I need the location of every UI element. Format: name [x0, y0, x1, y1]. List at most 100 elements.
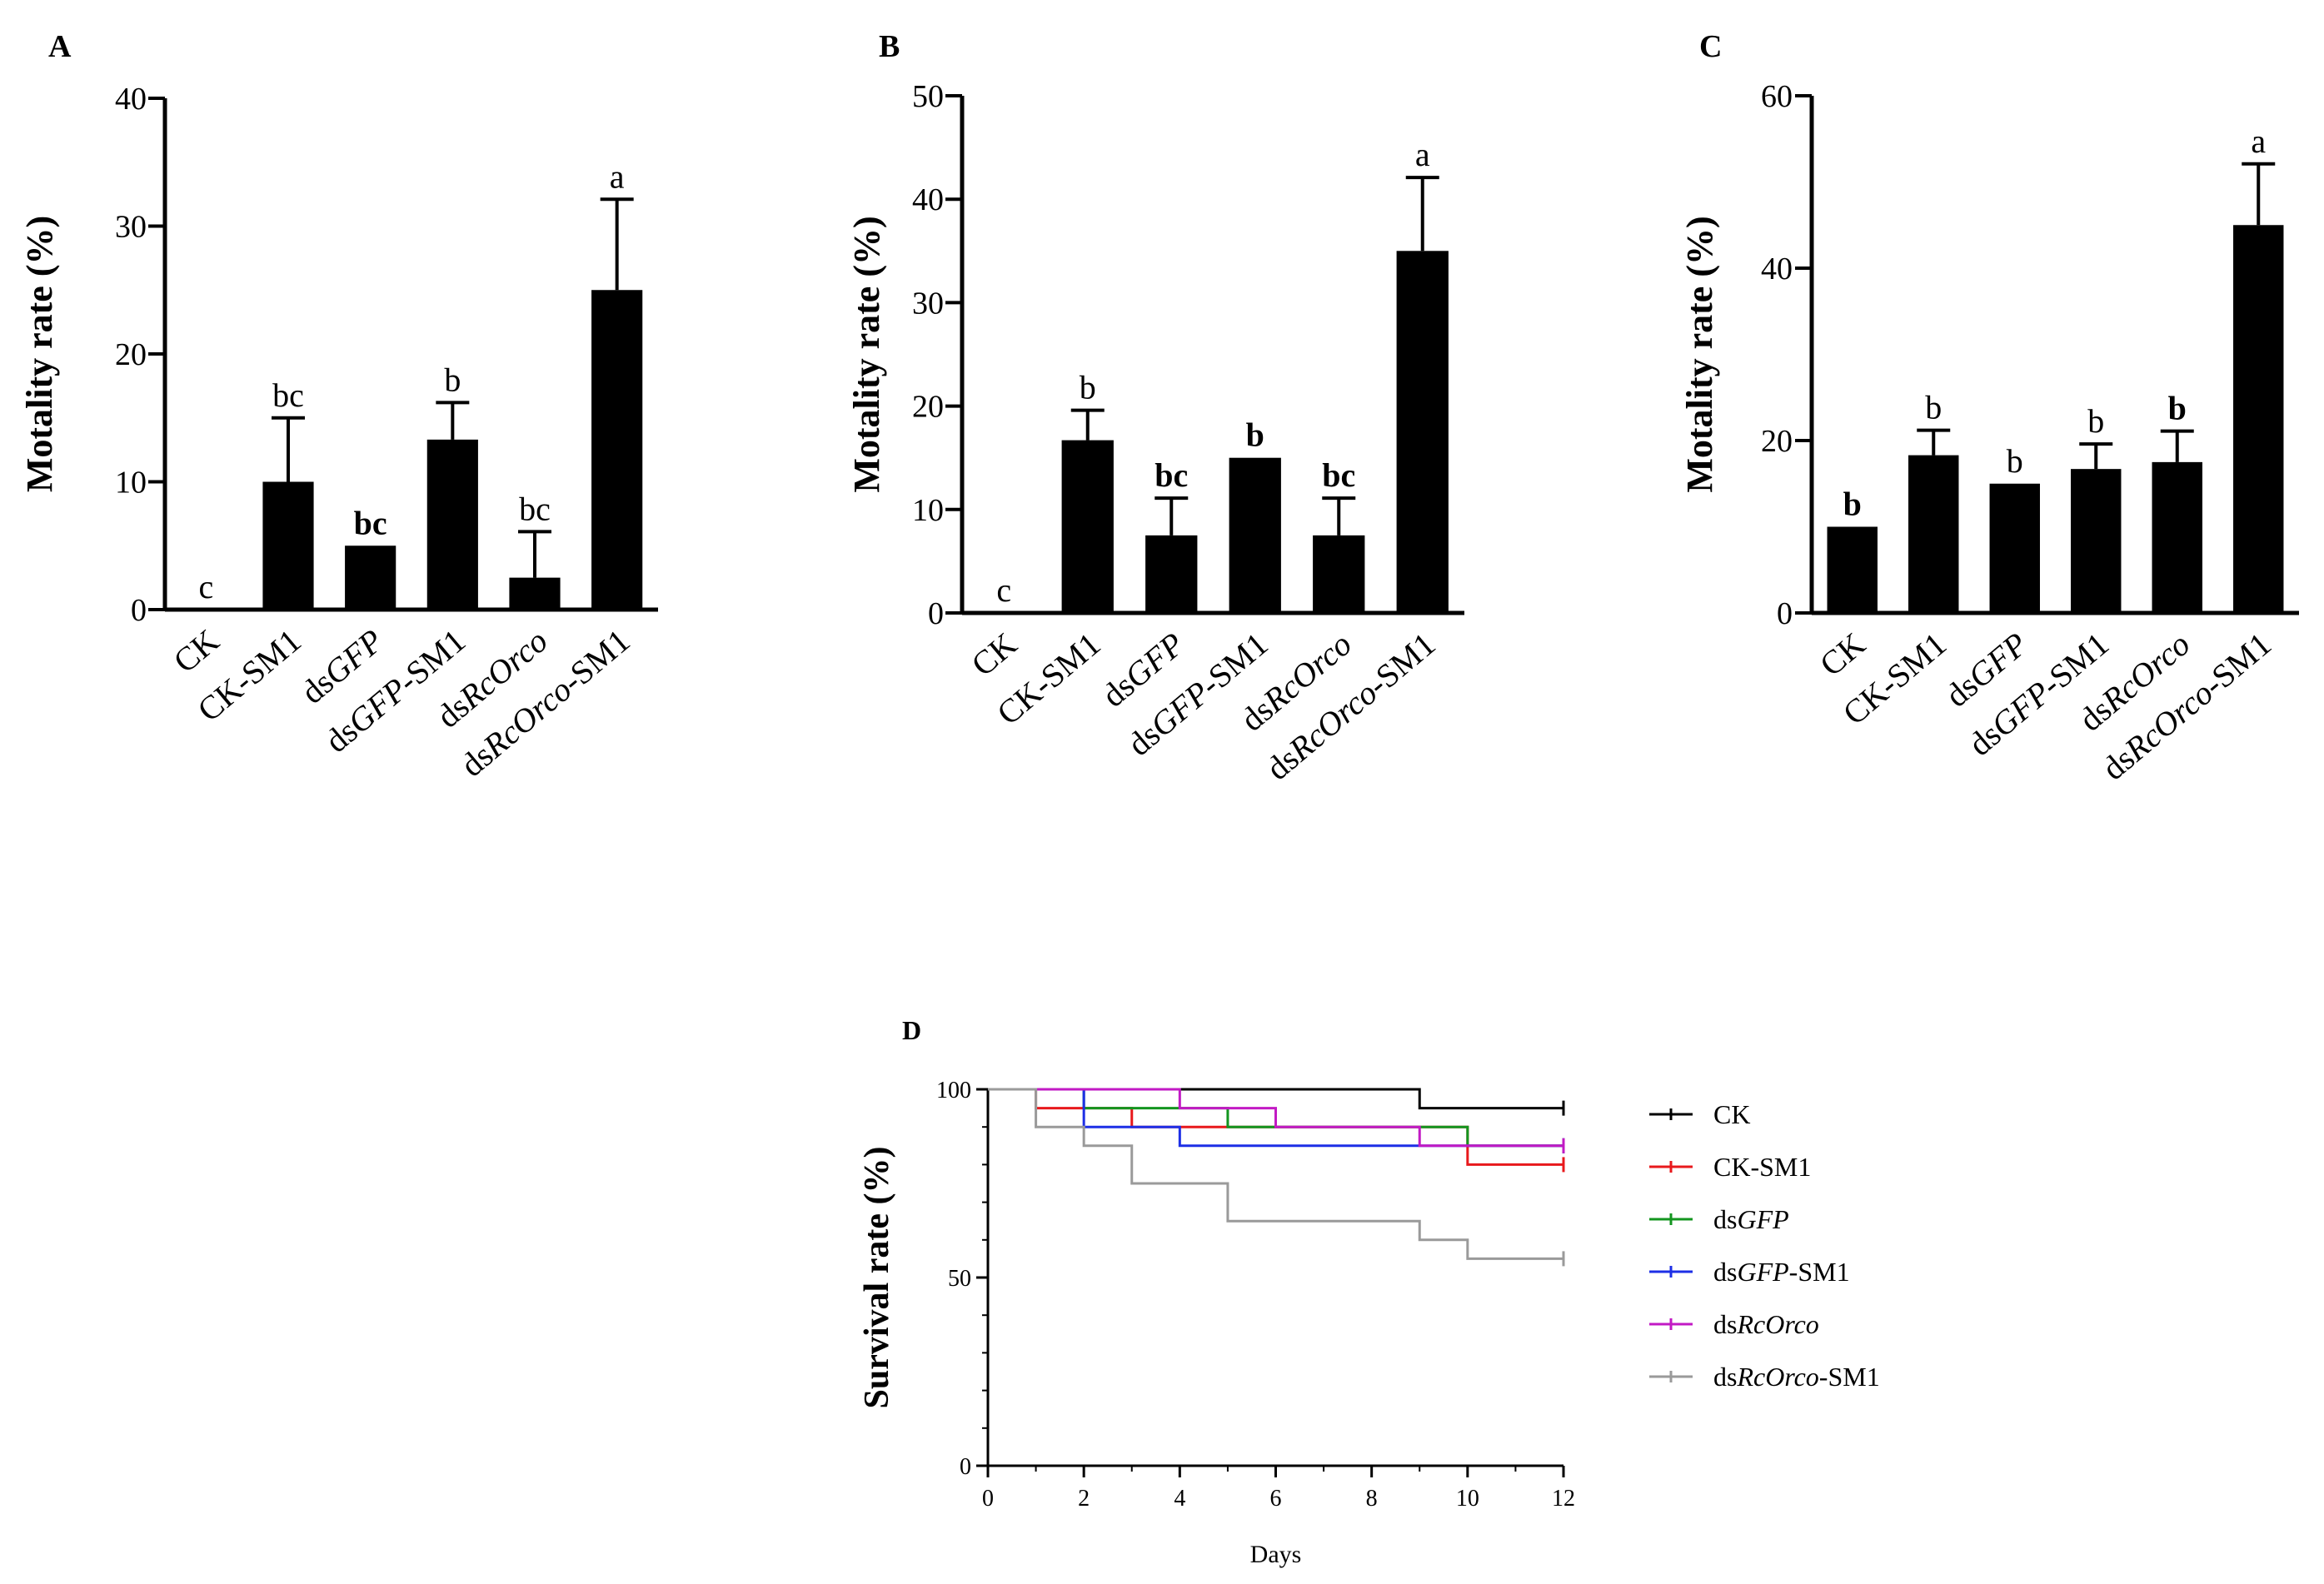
significance-letter: bc — [354, 504, 387, 541]
legend-label-part: -SM1 — [1819, 1362, 1880, 1392]
significance-letter: a — [1415, 136, 1430, 173]
survival-curve-5 — [988, 1088, 1563, 1260]
legend-label-part: CK-SM1 — [1713, 1152, 1811, 1182]
significance-letter: b — [444, 361, 461, 398]
significance-letter: b — [2168, 390, 2187, 427]
legend-label-part: GFP — [1737, 1257, 1788, 1287]
legend-label-part: ds — [1713, 1257, 1737, 1287]
x-axis-label: Days — [1250, 1541, 1302, 1568]
legend-label: CK-SM1 — [1713, 1152, 1811, 1182]
bar — [1229, 457, 1281, 613]
x-tick-label: CK — [167, 621, 227, 680]
x-tick-label-part: CK — [167, 621, 227, 680]
significance-letter: c — [996, 571, 1011, 609]
significance-letter: bc — [1322, 456, 1355, 494]
bar — [1313, 535, 1365, 613]
x-tick-label: 2 — [1078, 1486, 1090, 1512]
panel-letter: D — [902, 1015, 921, 1045]
y-tick-label: 100 — [936, 1078, 971, 1103]
legend-label-part: GFP — [1737, 1204, 1788, 1234]
significance-letter: b — [2007, 442, 2023, 480]
x-tick-label: 4 — [1174, 1486, 1185, 1512]
significance-letter: a — [610, 157, 625, 195]
y-tick-label: 10 — [912, 493, 944, 528]
panel-letter: B — [879, 29, 900, 64]
legend-label: dsGFP — [1713, 1204, 1789, 1234]
bar — [2233, 225, 2284, 613]
bar — [1061, 440, 1114, 613]
x-tick-label-part: CK — [1813, 625, 1873, 683]
y-tick-label: 30 — [115, 210, 147, 245]
x-tick-label: 8 — [1366, 1486, 1378, 1512]
x-tick-label: 6 — [1270, 1486, 1282, 1512]
bar — [591, 290, 643, 610]
legend-label: dsGFP-SM1 — [1713, 1257, 1850, 1287]
x-tick-label: 0 — [982, 1486, 994, 1512]
bar — [1145, 535, 1198, 613]
y-tick-label: 20 — [115, 337, 147, 372]
bar — [509, 577, 561, 610]
bar — [1396, 251, 1449, 613]
legend: CKCK-SM1dsGFPdsGFP-SM1dsRcOrcodsRcOrco-S… — [1649, 1099, 1880, 1392]
y-tick-label: 0 — [1777, 596, 1793, 631]
legend-label-part: ds — [1713, 1309, 1737, 1339]
y-tick-label: 40 — [1761, 252, 1793, 286]
x-tick-label: 12 — [1552, 1486, 1575, 1512]
significance-letter: c — [198, 568, 213, 605]
legend-label-part: CK — [1713, 1099, 1750, 1129]
y-tick-label: 50 — [912, 79, 944, 114]
bar — [2152, 461, 2202, 613]
x-tick-label: CK — [965, 625, 1025, 683]
x-tick-label: 10 — [1456, 1486, 1479, 1512]
y-axis-label: Survival rate (%) — [858, 1147, 896, 1409]
y-tick-label: 50 — [948, 1266, 971, 1292]
legend-label-part: -SM1 — [1789, 1257, 1850, 1287]
significance-letter: bc — [519, 490, 551, 527]
legend-label-part: RcOrco — [1736, 1309, 1818, 1339]
legend-label: dsRcOrco — [1713, 1309, 1819, 1339]
significance-letter: bc — [272, 376, 304, 414]
y-tick-label: 0 — [928, 596, 944, 631]
y-axis-label: Motality rate (%) — [19, 216, 60, 492]
bar — [345, 545, 396, 610]
legend-label: CK — [1713, 1099, 1750, 1129]
significance-letter: b — [1246, 416, 1264, 454]
y-tick-label: 60 — [1761, 79, 1793, 114]
survival-curve-4 — [988, 1088, 1563, 1148]
x-tick-label-part: CK — [965, 625, 1025, 683]
significance-letter: a — [2251, 122, 2266, 160]
y-axis-label: Motality rate (%) — [1679, 216, 1720, 492]
significance-letter: bc — [1155, 456, 1188, 494]
panel-letter: C — [1699, 29, 1722, 64]
legend-label-part: ds — [1713, 1204, 1737, 1234]
significance-letter: b — [1843, 486, 1862, 523]
y-tick-label: 20 — [912, 390, 944, 425]
y-tick-label: 0 — [131, 593, 147, 628]
y-tick-label: 30 — [912, 286, 944, 321]
chart-panel-d: D 0 50 100 0 2 4 6 8 10 12 Days Survival rate (%) CK C… — [858, 1015, 1880, 1568]
legend-label-part: RcOrco — [1736, 1362, 1818, 1392]
panel-letter: A — [48, 29, 72, 64]
bar — [1989, 483, 2040, 613]
bar — [262, 481, 314, 610]
bar — [1908, 455, 1959, 613]
bar — [1827, 526, 1878, 613]
x-tick-label: CK — [1813, 625, 1873, 683]
y-tick-label: 40 — [115, 82, 147, 117]
y-tick-label: 40 — [912, 182, 944, 217]
significance-letter: b — [1080, 369, 1096, 406]
bar — [426, 439, 478, 610]
legend-label: dsRcOrco-SM1 — [1713, 1362, 1880, 1392]
legend-label-part: ds — [1713, 1362, 1737, 1392]
significance-letter: b — [2087, 402, 2104, 440]
bar — [2071, 469, 2122, 613]
y-tick-label: 10 — [115, 466, 147, 501]
y-tick-label: 0 — [960, 1454, 971, 1480]
y-axis-label: Motality rate (%) — [846, 216, 887, 492]
survival-curve-0 — [988, 1088, 1563, 1110]
significance-letter: b — [1925, 389, 1942, 426]
